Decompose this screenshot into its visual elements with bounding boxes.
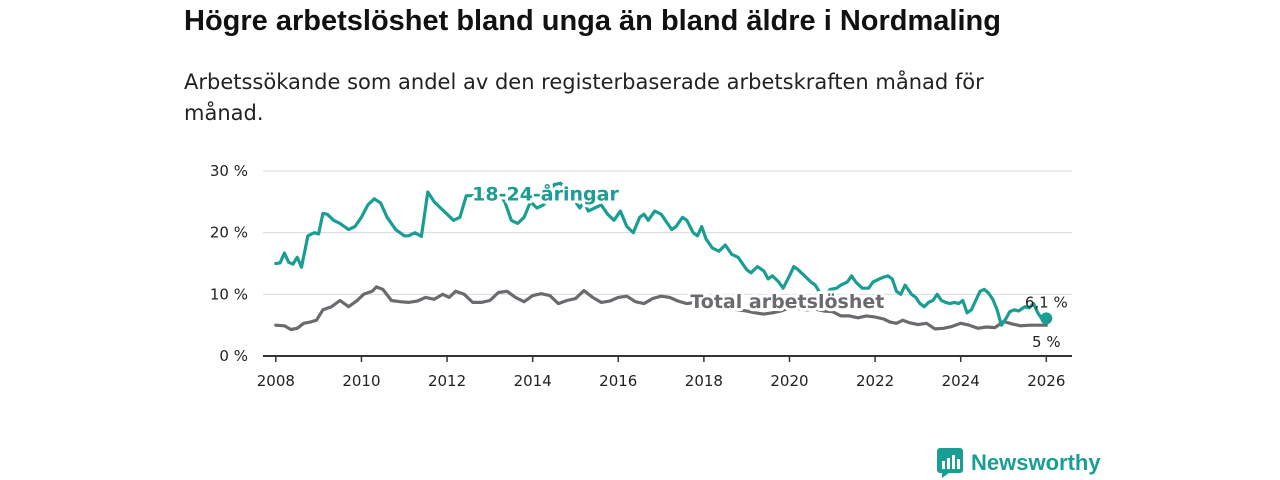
chart-title: Högre arbetslöshet bland unga än bland ä… — [184, 5, 1001, 37]
series-labels: 18-24-åringar Total arbetslöshet 6,1 % 5 % — [469, 179, 1068, 352]
bar-chart-icon — [937, 448, 963, 478]
x-tick-label: 2010 — [342, 372, 380, 390]
x-tick-label: 2020 — [770, 372, 808, 390]
brand-name: Newsworthy — [971, 450, 1101, 475]
x-tick-label: 2016 — [599, 372, 637, 390]
x-tick-label: 2022 — [856, 372, 894, 390]
y-tick-label: 0 % — [219, 347, 248, 365]
youth-end-marker — [1040, 312, 1053, 325]
x-tick-label: 2018 — [685, 372, 723, 390]
x-tick-label: 2024 — [942, 372, 980, 390]
x-tick-label: 2014 — [514, 372, 552, 390]
total-series-label: Total arbetslöshet — [690, 291, 884, 313]
newsworthy-logo: Newsworthy — [937, 448, 1101, 478]
y-tick-label: 30 % — [210, 162, 248, 180]
x-tick-label: 2008 — [257, 372, 295, 390]
youth-unemployment-line — [274, 181, 1048, 327]
youth-series-label: 18-24-åringar — [472, 182, 619, 206]
y-tick-label: 10 % — [210, 285, 248, 303]
total-end-value: 5 % — [1032, 333, 1061, 351]
youth-end-value: 6,1 % — [1025, 293, 1068, 311]
total-unemployment-line — [274, 285, 1048, 332]
gridlines — [263, 170, 1072, 295]
x-tick-label: 2026 — [1027, 372, 1065, 390]
series-lines — [274, 181, 1048, 332]
chart-subtitle: Arbetssökande som andel av den registerb… — [184, 70, 984, 125]
y-tick-label: 20 % — [210, 224, 248, 242]
axes: 0 % 10 % 20 % 30 % 2008 2010 2012 2014 2016 2018 2… — [210, 162, 1072, 390]
x-tick-label: 2012 — [428, 372, 466, 390]
